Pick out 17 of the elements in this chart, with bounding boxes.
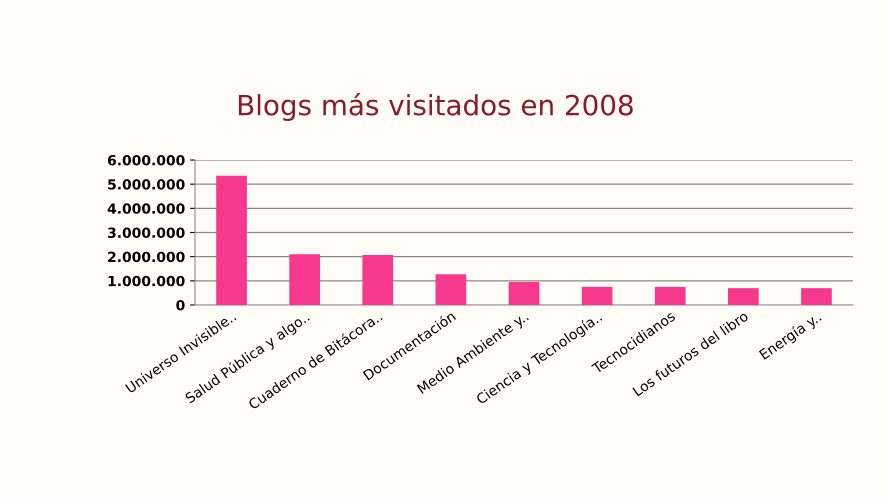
y-tick-label: 3.000.000 [108, 227, 185, 238]
y-tick-label: 0 [176, 300, 185, 310]
y-tick-label: 5.000.000 [108, 179, 185, 190]
y-tick-label: 6.000.000 [108, 154, 185, 166]
bar [436, 274, 466, 305]
bar [582, 286, 612, 305]
bar [654, 286, 686, 305]
y-tick-label: 2.000.000 [108, 252, 185, 262]
bar [508, 282, 540, 305]
y-tick-label: 4.000.000 [108, 203, 185, 214]
bar [362, 254, 394, 305]
chart-title: Blogs más visitados en 2008 [238, 93, 633, 121]
bar [216, 176, 247, 305]
bar [728, 288, 759, 305]
bar [801, 288, 832, 305]
bar [289, 254, 320, 305]
y-tick-label: 1.000.000 [108, 276, 185, 286]
